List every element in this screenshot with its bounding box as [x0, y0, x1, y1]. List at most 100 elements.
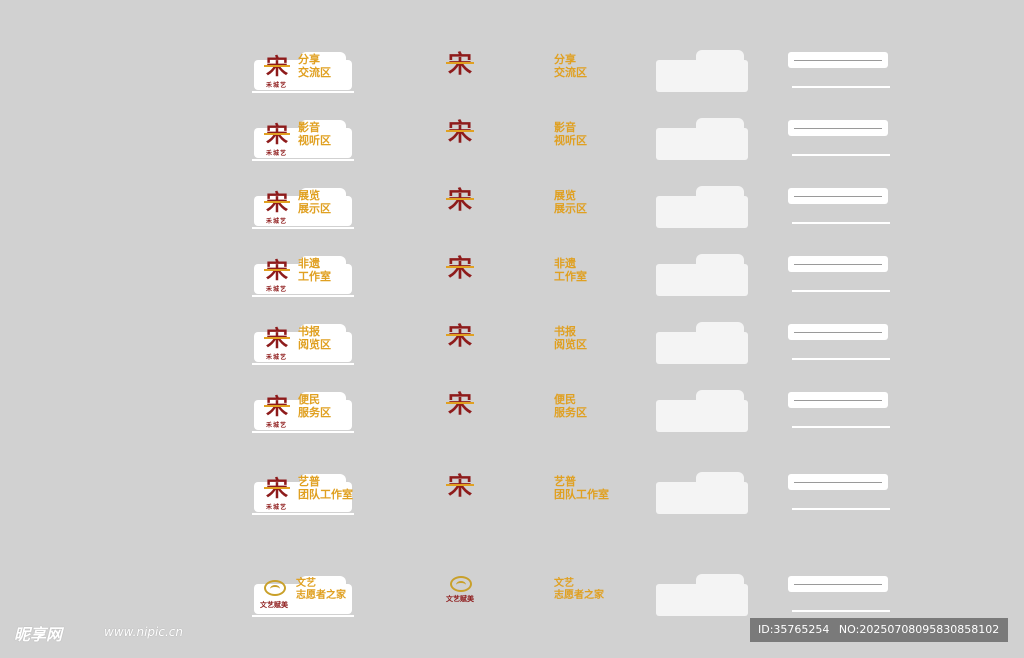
sign-backing-shape — [656, 116, 752, 166]
base-bar-element — [788, 572, 890, 622]
logo-glyph: 宋 — [446, 389, 474, 418]
sign-title-line1: 文艺 — [296, 578, 316, 589]
sign-row: 宋 禾城艺 便民 服务区 宋 便民 服务区 — [0, 388, 1024, 448]
logo-element: 文艺赋美 — [432, 572, 492, 622]
base-bar-element — [788, 388, 890, 438]
sign-title-line1: 分享 — [554, 53, 576, 66]
sign-title-line1: 艺普 — [298, 475, 320, 488]
sign-title-line2: 服务区 — [298, 405, 331, 419]
emblem-label: 文艺赋美 — [260, 601, 288, 609]
sign-base — [252, 91, 354, 93]
sign-assembled: 宋 禾城艺 展览 展示区 — [252, 184, 354, 229]
sign-base — [252, 227, 354, 229]
sign-title: 影音 视听区 — [554, 121, 587, 147]
sign-title-line2: 交流区 — [554, 65, 587, 79]
sign-assembled: 宋 禾城艺 分享 交流区 — [252, 48, 354, 93]
base-bar-element — [788, 320, 890, 370]
logo-glyph: 宋 — [263, 54, 291, 80]
logo-glyph: 宋 — [446, 253, 474, 282]
base-bar — [788, 188, 888, 204]
base-underline — [792, 154, 890, 156]
base-bar — [788, 256, 888, 272]
sign-row: 宋 禾城艺 分享 交流区 宋 分享 交流区 — [0, 48, 1024, 108]
backing-tab — [696, 118, 744, 138]
sign-base — [252, 159, 354, 161]
sign-title-line1: 展览 — [554, 189, 576, 202]
sign-title-line2: 团队工作室 — [554, 487, 609, 501]
text-element: 影音 视听区 — [548, 116, 628, 166]
watermark-url: www.nipic.cn — [104, 625, 183, 639]
base-underline — [792, 358, 890, 360]
sign-row: 宋 禾城艺 书报 阅览区 宋 书报 阅览区 — [0, 320, 1024, 380]
logo-brand: 禾城艺 — [266, 150, 288, 157]
sign-title-line2: 工作室 — [298, 269, 331, 283]
logo-glyph: 宋 — [446, 471, 474, 500]
sign-assembled: 宋 禾城艺 非遗 工作室 — [252, 252, 354, 297]
sign-title-line2: 视听区 — [298, 133, 331, 147]
logo-element: 宋 — [432, 116, 492, 166]
base-underline — [792, 508, 890, 510]
sign-assembled: 宋 禾城艺 艺普 团队工作室 — [252, 470, 354, 515]
emblem-icon — [450, 576, 472, 592]
sign-title-line2: 志愿者之家 — [296, 589, 346, 601]
sign-backing-shape — [656, 252, 752, 302]
base-underline — [792, 86, 890, 88]
backing-tab — [696, 390, 744, 410]
backing-tab — [696, 50, 744, 70]
sign-title: 展览 展示区 — [298, 189, 331, 215]
text-element: 非遗 工作室 — [548, 252, 628, 302]
logo-brand: 禾城艺 — [266, 354, 288, 361]
logo-glyph: 宋 — [263, 258, 291, 284]
base-bar — [788, 576, 888, 592]
sign-assembled: 宋 禾城艺 书报 阅览区 — [252, 320, 354, 365]
logo-brand: 禾城艺 — [266, 504, 288, 511]
base-bar-element — [788, 48, 890, 98]
logo-glyph: 宋 — [263, 476, 291, 502]
sign-row: 宋 禾城艺 影音 视听区 宋 影音 视听区 — [0, 116, 1024, 176]
sign-backing-shape — [656, 48, 752, 98]
base-bar-element — [788, 116, 890, 166]
sign-title: 书报 阅览区 — [298, 325, 331, 351]
sign-title: 非遗 工作室 — [554, 257, 587, 283]
logo-element: 宋 — [432, 320, 492, 370]
base-bar — [788, 392, 888, 408]
logo-brand: 禾城艺 — [266, 422, 288, 429]
sign-title: 艺普 团队工作室 — [298, 475, 353, 501]
sign-base — [252, 363, 354, 365]
sign-title: 分享 交流区 — [298, 53, 331, 79]
base-bar — [788, 324, 888, 340]
sign-title: 文艺 志愿者之家 — [554, 578, 604, 601]
sign-title-line1: 便民 — [298, 393, 320, 406]
sign-backing-shape — [656, 388, 752, 438]
sign-title: 艺普 团队工作室 — [554, 475, 609, 501]
logo-glyph: 宋 — [446, 185, 474, 214]
emblem-label: 文艺赋美 — [446, 595, 474, 603]
sign-base — [252, 295, 354, 297]
logo-glyph: 宋 — [446, 117, 474, 146]
base-underline — [792, 426, 890, 428]
sign-tab — [300, 52, 346, 72]
base-bar — [788, 474, 888, 490]
sign-tab — [300, 474, 346, 494]
base-underline — [792, 290, 890, 292]
text-element: 展览 展示区 — [548, 184, 628, 234]
sign-title-line2: 工作室 — [554, 269, 587, 283]
text-element: 艺普 团队工作室 — [548, 470, 628, 520]
sign-tab — [300, 256, 346, 276]
sign-backing-shape — [656, 470, 752, 520]
sign-tab — [300, 120, 346, 140]
text-element: 便民 服务区 — [548, 388, 628, 438]
sign-title-line2: 展示区 — [298, 201, 331, 215]
watermark-id: ID:35765254 — [758, 623, 830, 636]
base-bar — [788, 120, 888, 136]
sign-title-line2: 交流区 — [298, 65, 331, 79]
base-bar — [788, 52, 888, 68]
sign-assembled: 宋 禾城艺 影音 视听区 — [252, 116, 354, 161]
sign-base — [252, 431, 354, 433]
sign-title-line1: 文艺 — [554, 578, 574, 589]
logo-brand: 禾城艺 — [266, 218, 288, 225]
sign-base — [252, 615, 354, 617]
logo-element: 宋 — [432, 184, 492, 234]
sign-title-line2: 团队工作室 — [298, 487, 353, 501]
logo-brand: 禾城艺 — [266, 82, 288, 89]
